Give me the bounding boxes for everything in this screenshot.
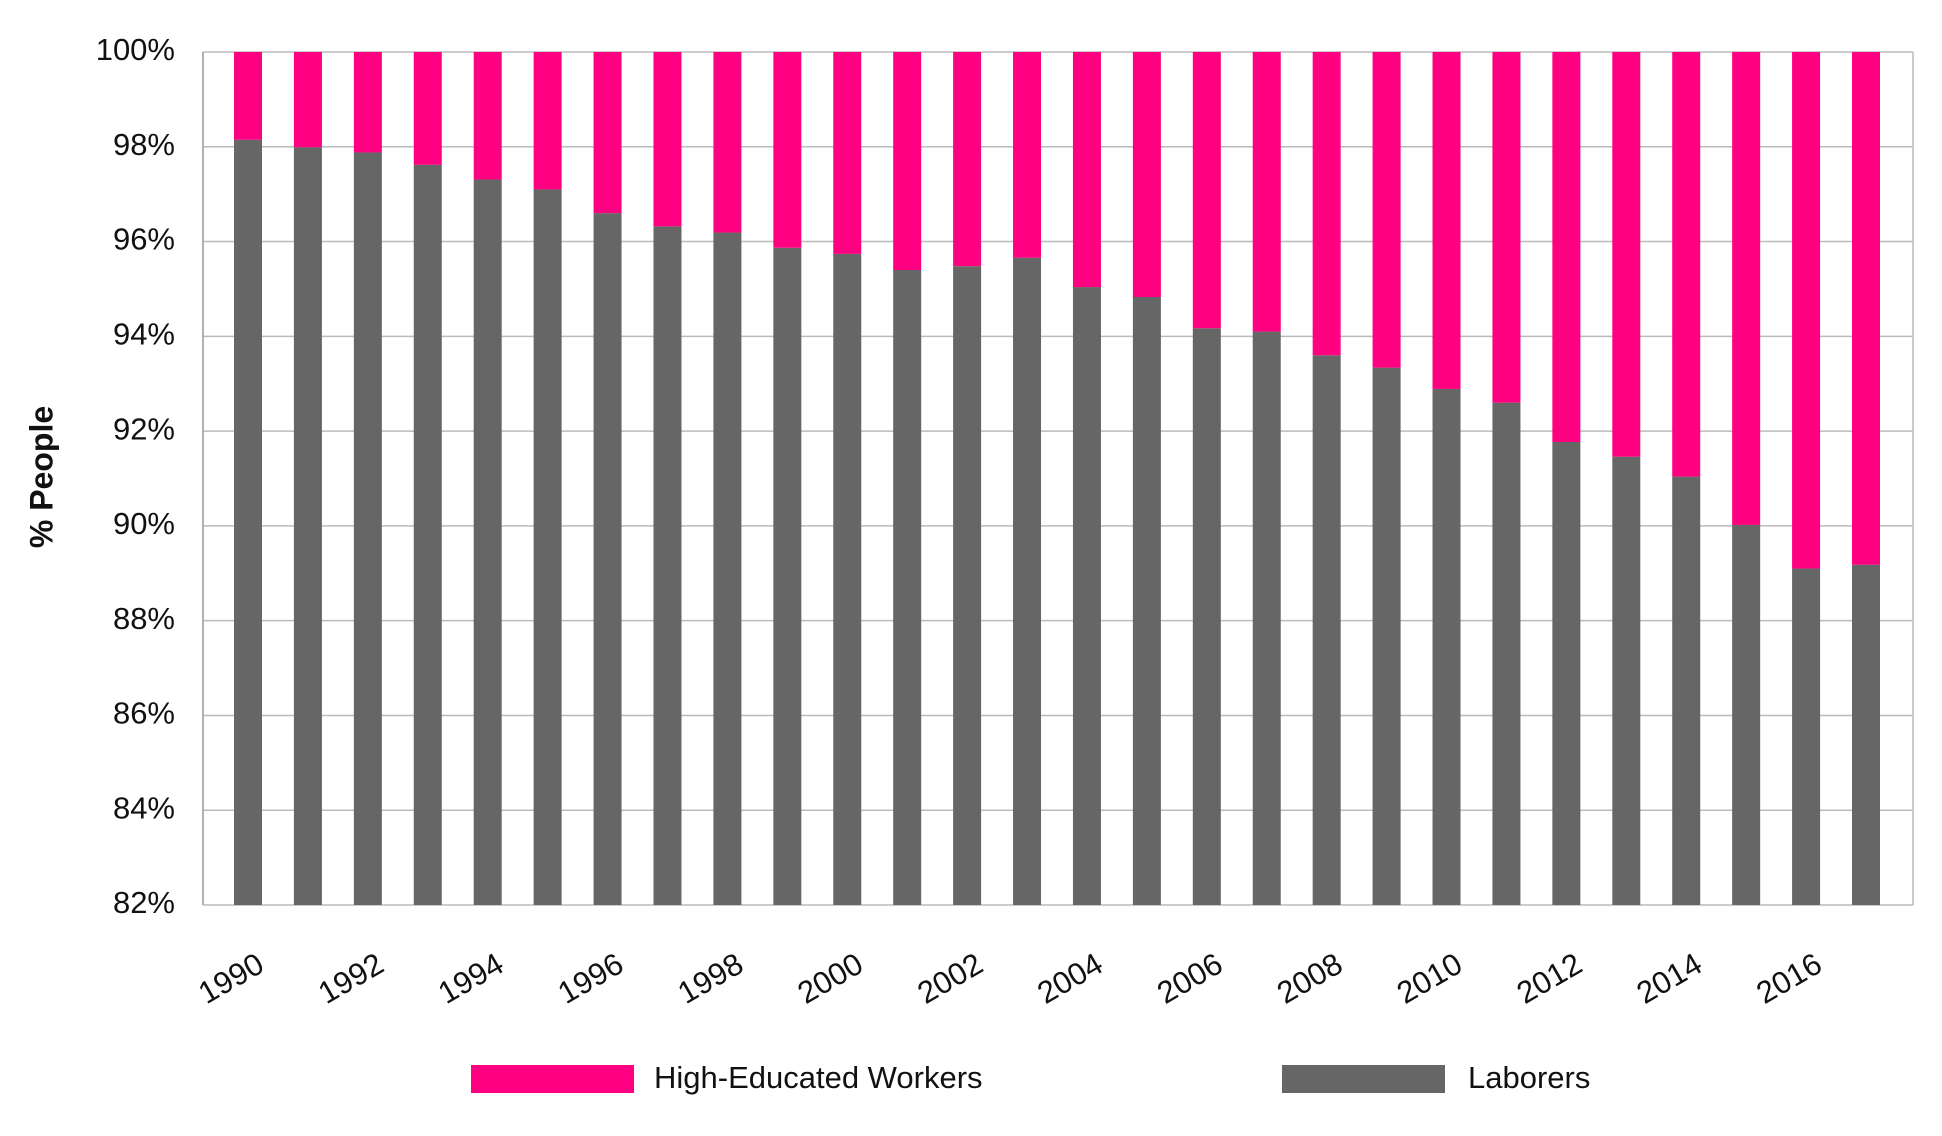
- bar-segment: [1192, 52, 1221, 329]
- legend-swatch: [1282, 1065, 1445, 1093]
- legend-swatch: [471, 1065, 634, 1093]
- bar-segment: [293, 52, 322, 148]
- y-tick-label: 96%: [113, 222, 175, 257]
- x-tick-label: 1998: [672, 946, 749, 1011]
- y-tick-label: 92%: [113, 411, 175, 446]
- bar-segment: [653, 52, 682, 227]
- bar-segment: [1192, 328, 1221, 905]
- bar-segment: [953, 52, 982, 267]
- bar-segment: [1372, 52, 1401, 368]
- bar-segment: [533, 189, 562, 905]
- bar-segment: [1612, 456, 1641, 905]
- bar-segment: [593, 213, 622, 906]
- x-tick-label: 1990: [192, 946, 269, 1011]
- x-tick-label: 1994: [432, 946, 509, 1011]
- legend-label: High-Educated Workers: [654, 1060, 983, 1095]
- bar-segment: [833, 253, 862, 906]
- bar-segment: [473, 52, 502, 180]
- bar-segment: [1252, 331, 1281, 905]
- bar-segment: [234, 52, 262, 140]
- y-tick-label: 84%: [113, 790, 175, 825]
- bar-segment: [1732, 52, 1761, 525]
- bar-segment: [713, 232, 742, 906]
- bar-segment: [1013, 257, 1042, 905]
- bar-segment: [353, 52, 382, 153]
- bar-segment: [1492, 52, 1521, 403]
- y-tick-label: 86%: [113, 696, 175, 731]
- bar-segment: [234, 139, 262, 906]
- y-tick-label: 88%: [113, 601, 175, 636]
- bar-segment: [833, 52, 862, 254]
- bar-segment: [1432, 388, 1461, 905]
- bar-segment: [1432, 52, 1461, 389]
- bar-segment: [1312, 355, 1341, 905]
- bar-segment: [353, 152, 382, 905]
- x-tick-label: 2006: [1151, 946, 1228, 1011]
- bar-segment: [1492, 402, 1521, 905]
- bar-segment: [653, 226, 682, 905]
- x-tick-label: 2010: [1391, 946, 1468, 1011]
- bar-segment: [1252, 52, 1281, 332]
- x-tick-label: 2002: [911, 946, 988, 1011]
- bar-segment: [593, 52, 622, 214]
- bar-segment: [1792, 568, 1821, 905]
- legend-label: Laborers: [1468, 1060, 1590, 1095]
- bar-segment: [1312, 52, 1341, 356]
- y-tick-label: 98%: [113, 127, 175, 162]
- bar-segment: [413, 164, 442, 906]
- bar-segment: [1672, 476, 1701, 905]
- bar-segment: [293, 147, 322, 906]
- bar-segment: [1792, 52, 1821, 569]
- bar-segment: [1552, 52, 1581, 443]
- bar-segment: [1852, 564, 1880, 905]
- bar-segment: [1013, 52, 1042, 258]
- bar-segment: [773, 52, 802, 248]
- bar-segment: [473, 179, 502, 906]
- x-tick-label: 2008: [1271, 946, 1348, 1011]
- bar-segment: [893, 52, 922, 270]
- x-tick-label: 1996: [552, 946, 629, 1011]
- bar-segment: [1852, 52, 1880, 565]
- bar-segment: [1072, 52, 1101, 288]
- bar-segment: [1372, 367, 1401, 905]
- bar-segment: [773, 247, 802, 905]
- x-tick-label: 2004: [1031, 946, 1108, 1011]
- y-tick-label: 100%: [96, 32, 175, 67]
- x-tick-label: 2012: [1511, 946, 1588, 1011]
- y-tick-label: 94%: [113, 317, 175, 352]
- x-tick-label: 2016: [1750, 946, 1827, 1011]
- bar-segment: [1552, 442, 1581, 905]
- bar-segment: [893, 269, 922, 905]
- bar-segment: [1612, 52, 1641, 457]
- x-tick-label: 1992: [312, 946, 389, 1011]
- bar-segment: [1132, 297, 1161, 905]
- y-tick-label: 82%: [113, 885, 175, 920]
- y-tick-label: 90%: [113, 506, 175, 541]
- y-axis-label: % People: [23, 406, 59, 548]
- x-tick-label: 2000: [792, 946, 869, 1011]
- x-tick-label: 2014: [1631, 946, 1708, 1011]
- bar-segment: [1072, 287, 1101, 905]
- bar-segment: [1732, 524, 1761, 905]
- bar-segment: [1672, 52, 1701, 477]
- bar-segment: [953, 266, 982, 906]
- bar-segment: [713, 52, 742, 233]
- bar-segment: [533, 52, 562, 190]
- bar-segment: [1132, 52, 1161, 298]
- bar-segment: [413, 52, 442, 165]
